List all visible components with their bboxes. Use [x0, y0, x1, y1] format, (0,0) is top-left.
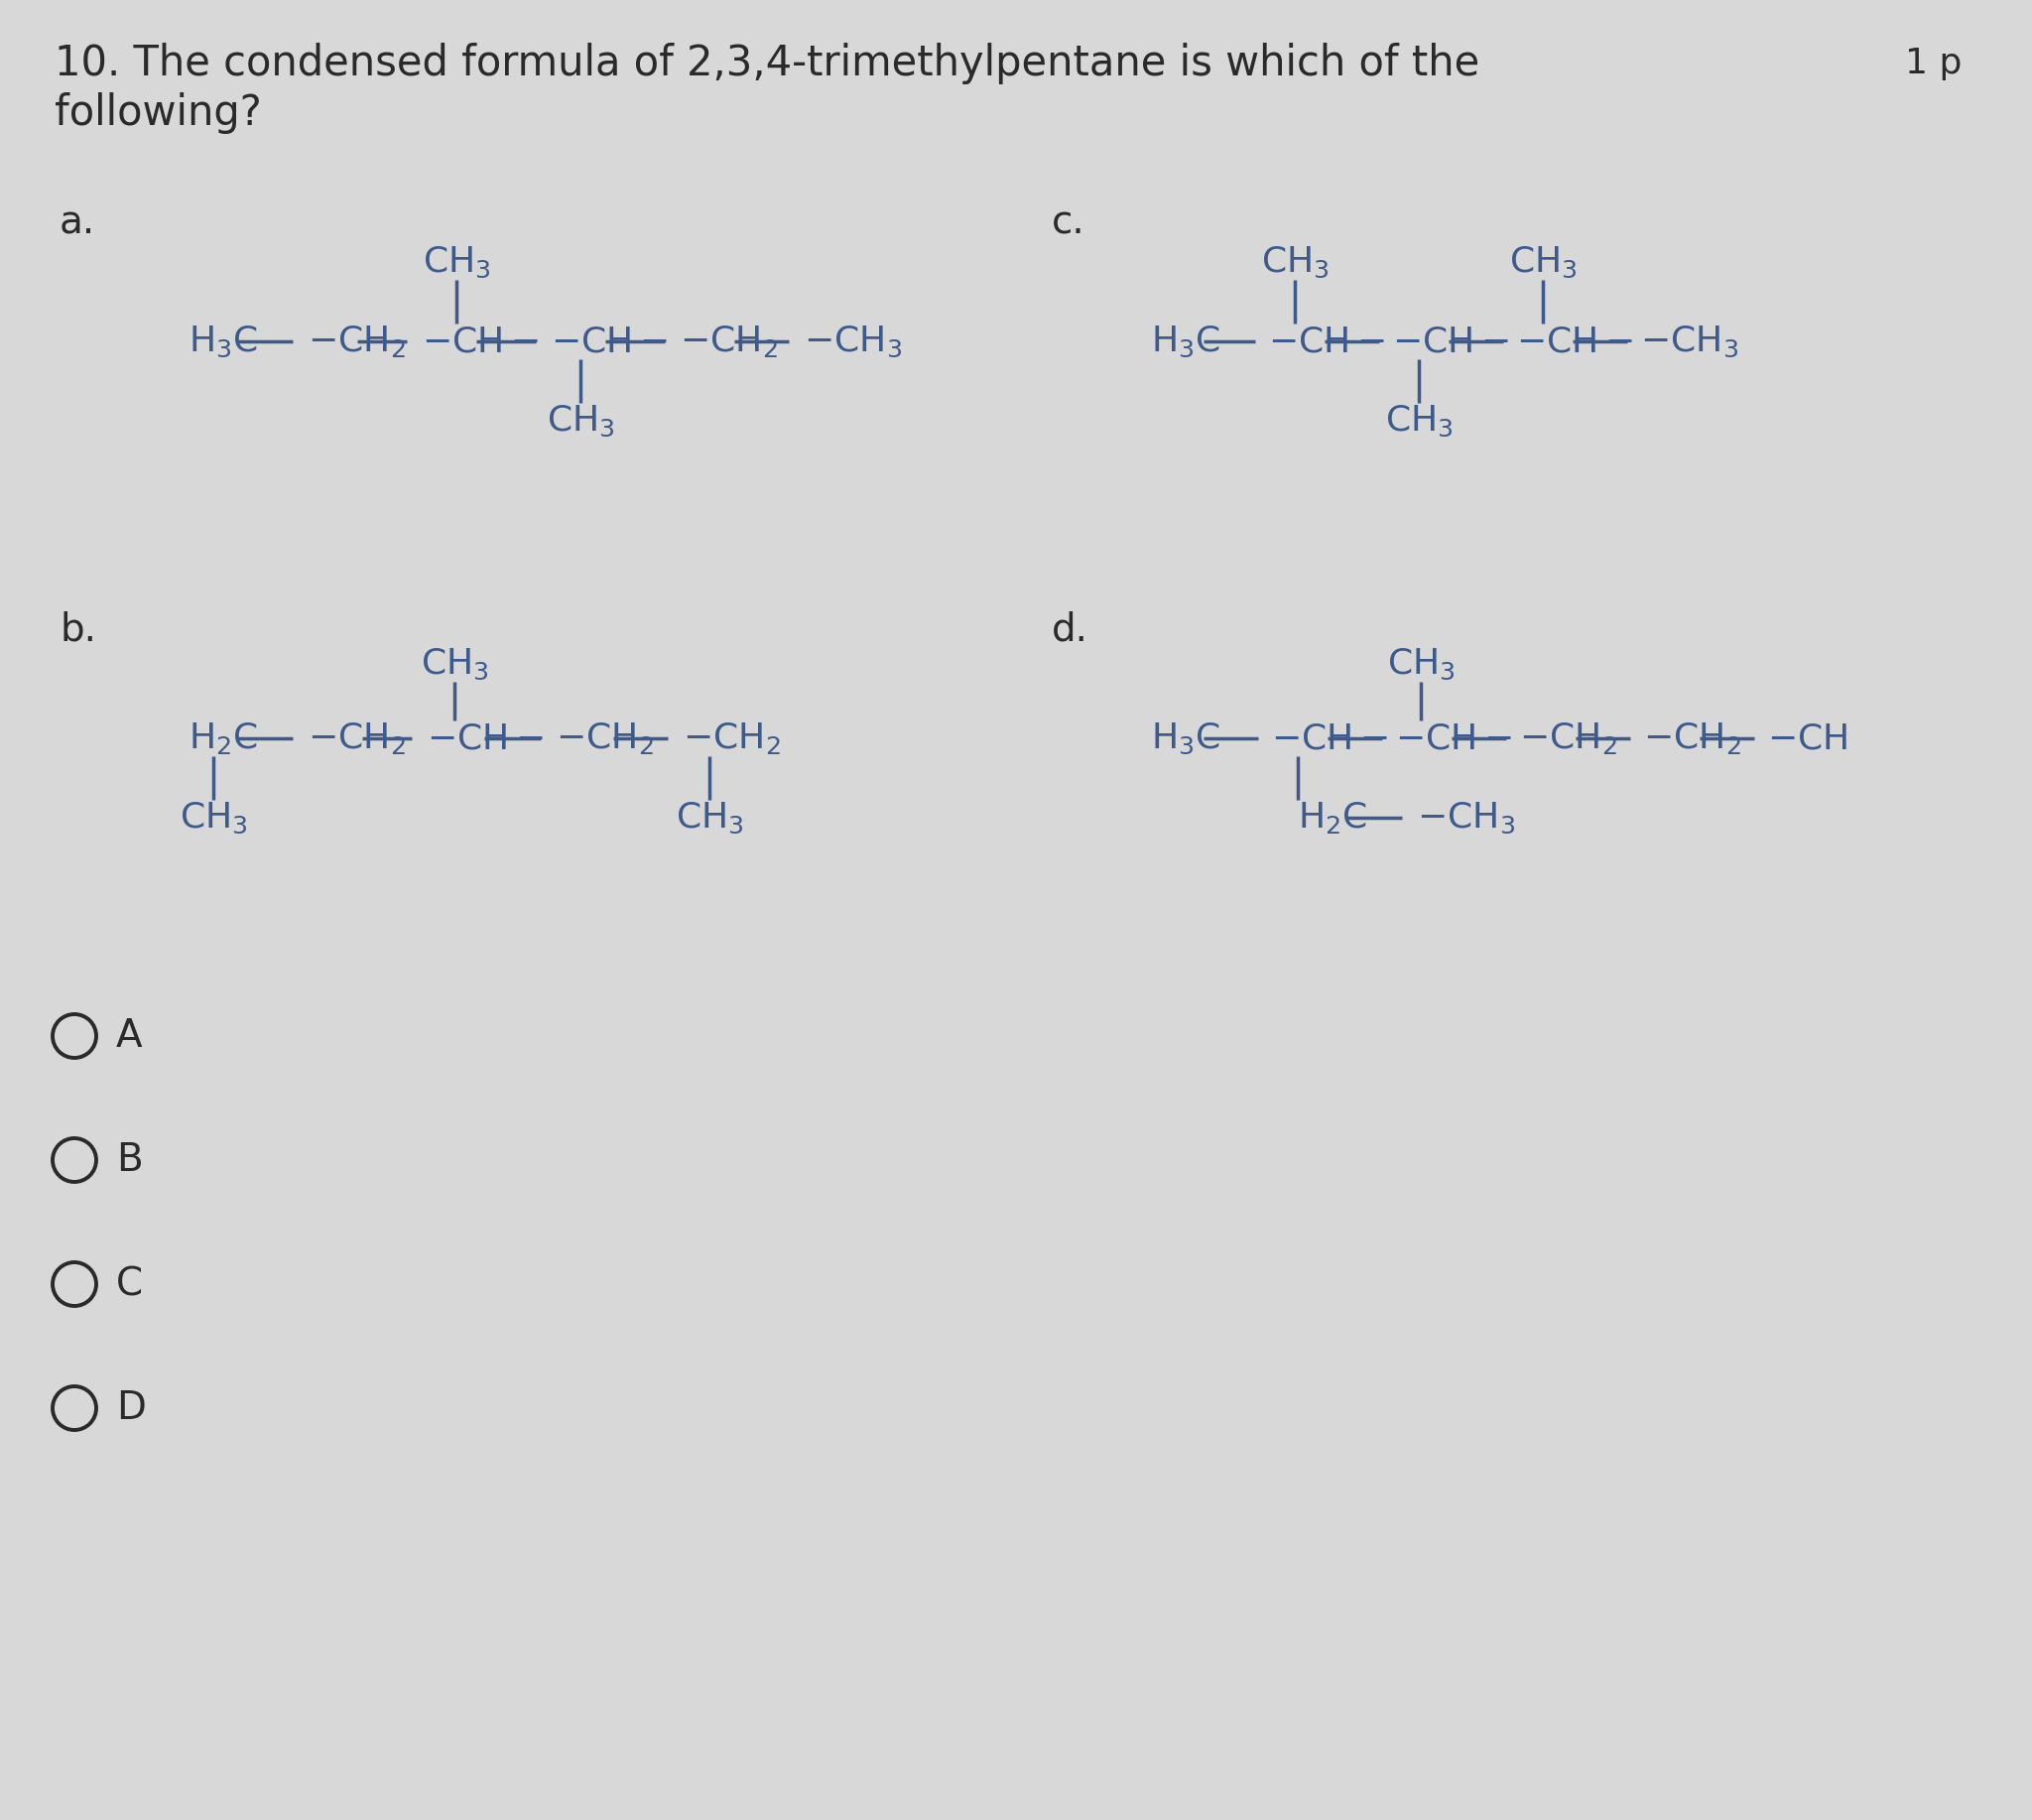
- Text: $\mathsf{CH_3}$: $\mathsf{CH_3}$: [1508, 244, 1577, 280]
- Text: 1 p: 1 p: [1906, 47, 1963, 80]
- Text: $\mathsf{-CH_3}$: $\mathsf{-CH_3}$: [1640, 324, 1737, 359]
- Text: B: B: [116, 1141, 142, 1179]
- Text: $\mathsf{-CH-}$: $\mathsf{-CH-}$: [1268, 324, 1386, 359]
- Text: $\mathsf{H_3C}$: $\mathsf{H_3C}$: [1150, 721, 1221, 755]
- Text: $\mathsf{CH_3}$: $\mathsf{CH_3}$: [179, 801, 248, 835]
- Text: A: A: [116, 1017, 142, 1056]
- Text: $\mathsf{CH_3}$: $\mathsf{CH_3}$: [1384, 404, 1453, 439]
- Text: $\mathsf{CH_3}$: $\mathsf{CH_3}$: [421, 646, 488, 681]
- Text: $\mathsf{-CH_3}$: $\mathsf{-CH_3}$: [1416, 801, 1516, 835]
- Text: $\mathsf{H_3C}$: $\mathsf{H_3C}$: [1150, 324, 1221, 359]
- Text: a.: a.: [59, 204, 96, 240]
- Text: $\mathsf{-CH}$: $\mathsf{-CH}$: [1768, 721, 1847, 755]
- Text: $\mathsf{H_2C}$: $\mathsf{H_2C}$: [189, 721, 258, 755]
- Text: $\mathsf{-CH-}$: $\mathsf{-CH-}$: [427, 721, 545, 755]
- Text: $\mathsf{CH_3}$: $\mathsf{CH_3}$: [1260, 244, 1329, 280]
- Text: d.: d.: [1053, 610, 1089, 648]
- Text: $\mathsf{-CH_2}$: $\mathsf{-CH_2}$: [1644, 721, 1741, 755]
- Text: $\mathsf{-CH-}$: $\mathsf{-CH-}$: [551, 324, 669, 359]
- Text: $\mathsf{CH_3}$: $\mathsf{CH_3}$: [547, 404, 614, 439]
- Text: $\mathsf{H_3C}$: $\mathsf{H_3C}$: [189, 324, 258, 359]
- Text: C: C: [116, 1265, 142, 1303]
- Text: $\mathsf{CH_3}$: $\mathsf{CH_3}$: [675, 801, 744, 835]
- Text: following?: following?: [55, 93, 262, 135]
- Text: $\mathsf{-CH-}$: $\mathsf{-CH-}$: [1270, 721, 1388, 755]
- Text: $\mathsf{-CH_2}$: $\mathsf{-CH_2}$: [307, 721, 406, 755]
- Text: $\mathsf{-CH-}$: $\mathsf{-CH-}$: [1396, 721, 1512, 755]
- Text: $\mathsf{H_2C}$: $\mathsf{H_2C}$: [1298, 799, 1368, 835]
- Text: c.: c.: [1053, 204, 1085, 240]
- Text: $\mathsf{-CH-}$: $\mathsf{-CH-}$: [423, 324, 538, 359]
- Text: $\mathsf{-CH-}$: $\mathsf{-CH-}$: [1392, 324, 1510, 359]
- Text: $\mathsf{-CH_3}$: $\mathsf{-CH_3}$: [805, 324, 902, 359]
- Text: $\mathsf{-CH_2}$: $\mathsf{-CH_2}$: [307, 324, 406, 359]
- Text: 10. The condensed formula of 2,3,4-trimethylpentane is which of the: 10. The condensed formula of 2,3,4-trime…: [55, 42, 1479, 84]
- Text: $\mathsf{-CH_2}$: $\mathsf{-CH_2}$: [683, 721, 780, 755]
- Text: $\mathsf{CH_3}$: $\mathsf{CH_3}$: [1386, 646, 1455, 681]
- Text: D: D: [116, 1389, 146, 1427]
- Text: $\mathsf{-CH_2}$: $\mathsf{-CH_2}$: [1520, 721, 1617, 755]
- Text: $\mathsf{-CH_2}$: $\mathsf{-CH_2}$: [679, 324, 778, 359]
- Text: $\mathsf{CH_3}$: $\mathsf{CH_3}$: [423, 244, 490, 280]
- Text: $\mathsf{-CH_2}$: $\mathsf{-CH_2}$: [555, 721, 654, 755]
- Text: $\mathsf{-CH-}$: $\mathsf{-CH-}$: [1516, 324, 1634, 359]
- Text: b.: b.: [59, 610, 96, 648]
